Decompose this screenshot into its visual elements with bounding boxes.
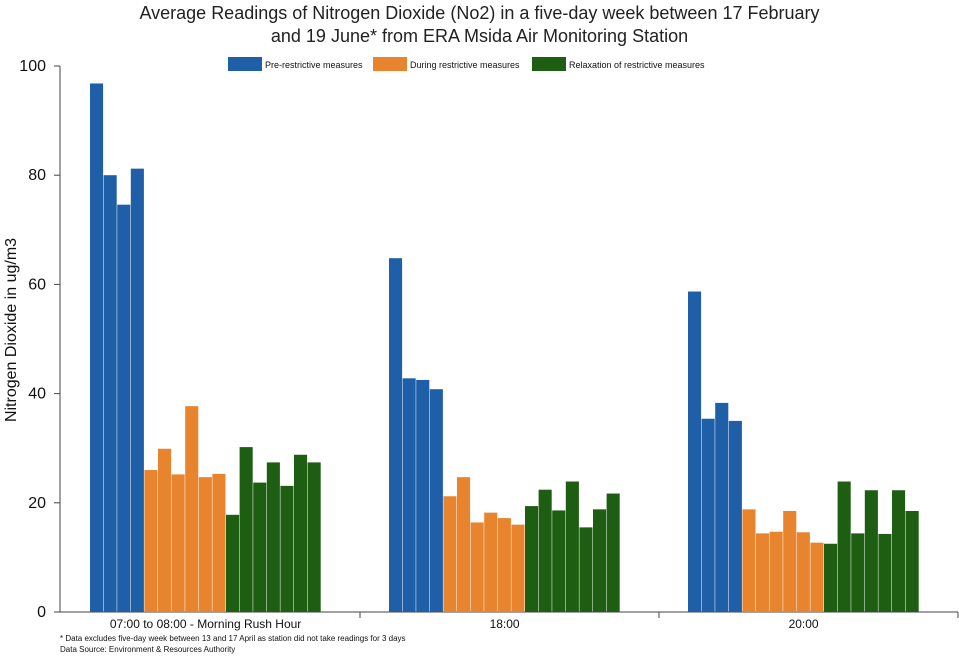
bar (810, 542, 824, 612)
bar (443, 496, 457, 612)
legend-swatch (228, 57, 262, 71)
y-tick-label: 100 (19, 58, 46, 75)
y-tick-label: 40 (28, 386, 46, 403)
legend-swatch (373, 57, 407, 71)
bar (185, 406, 199, 612)
bar (796, 532, 810, 612)
category-labels: 07:00 to 08:00 - Morning Rush Hour 18:00 2… (110, 617, 819, 631)
bar (864, 490, 878, 612)
bar (239, 447, 253, 612)
x-category-label: 07:00 to 08:00 - Morning Rush Hour (110, 617, 301, 631)
legend-label: During restrictive measures (410, 60, 520, 70)
footnote-source: Data Source: Environment & Resources Aut… (60, 645, 236, 654)
bar (103, 175, 117, 612)
bar (837, 481, 851, 612)
x-category-label: 18:00 (490, 617, 520, 631)
bar (226, 514, 240, 612)
y-tick-label: 0 (37, 604, 46, 621)
y-axis: 0 20 40 60 80 100 (19, 58, 61, 621)
bar (144, 470, 158, 612)
chart-title: Average Readings of Nitrogen Dioxide (No… (0, 2, 959, 48)
y-tick-label: 60 (28, 276, 46, 293)
bar (538, 489, 552, 612)
bar (606, 493, 620, 612)
legend: Pre-restrictive measures During restricti… (228, 57, 705, 71)
bar (579, 527, 593, 612)
bar (130, 168, 144, 612)
legend-label: Pre-restrictive measures (265, 60, 363, 70)
bar (416, 379, 430, 612)
bar (198, 477, 212, 612)
bar (402, 378, 416, 612)
bar (525, 506, 539, 612)
bar (90, 83, 104, 613)
bar (266, 462, 280, 612)
bar (307, 462, 321, 612)
bar (892, 490, 906, 612)
bar (389, 258, 403, 612)
bar (824, 543, 838, 612)
bar (688, 291, 702, 612)
bar (756, 533, 770, 612)
y-tick-label: 80 (28, 167, 46, 184)
bar (212, 473, 226, 612)
bar (484, 512, 498, 612)
bar (905, 510, 919, 612)
bar (565, 481, 579, 612)
bar (878, 533, 892, 612)
bar (701, 418, 715, 612)
bar (158, 448, 172, 612)
bar (552, 510, 566, 612)
bar (280, 485, 294, 612)
y-tick-label: 20 (28, 495, 46, 512)
footnote-exclusion: * Data excludes five-day week between 13… (60, 634, 406, 643)
legend-swatch (532, 57, 566, 71)
bar (511, 524, 525, 612)
bar (715, 402, 729, 612)
bar (497, 518, 511, 612)
chart-title-line-2: and 19 June* from ERA Msida Air Monitori… (270, 26, 689, 46)
bar (253, 482, 267, 612)
bar (593, 509, 607, 612)
chart-title-line-1: Average Readings of Nitrogen Dioxide (No… (139, 3, 820, 23)
bar (457, 477, 471, 612)
bar (742, 509, 756, 612)
bar (294, 454, 308, 612)
bar (851, 533, 865, 612)
y-axis-label: Nitrogen Dioxide in ug/m3 (3, 238, 20, 422)
bar (429, 389, 443, 612)
legend-label: Relaxation of restrictive measures (569, 60, 705, 70)
footnotes: * Data excludes five-day week between 13… (60, 633, 406, 655)
bars (90, 83, 919, 613)
bar (470, 522, 484, 612)
bar (171, 474, 185, 612)
x-category-label: 20:00 (789, 617, 819, 631)
bar (783, 510, 797, 612)
bar (117, 204, 131, 612)
bar (769, 531, 783, 612)
bar (728, 420, 742, 612)
